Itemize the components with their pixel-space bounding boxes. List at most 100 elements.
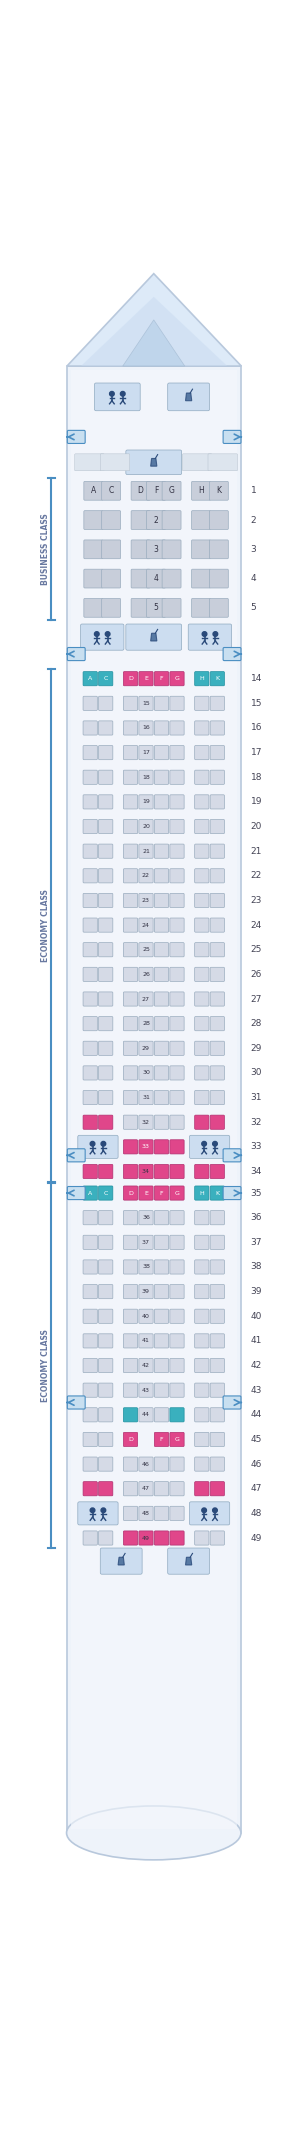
FancyBboxPatch shape <box>139 1482 153 1495</box>
FancyBboxPatch shape <box>139 695 153 710</box>
FancyBboxPatch shape <box>99 1531 113 1544</box>
Circle shape <box>90 1141 95 1145</box>
FancyBboxPatch shape <box>154 1310 169 1322</box>
Text: 39: 39 <box>142 1288 150 1295</box>
FancyBboxPatch shape <box>139 992 153 1007</box>
Text: 30: 30 <box>142 1071 150 1075</box>
FancyBboxPatch shape <box>139 1382 153 1397</box>
FancyBboxPatch shape <box>102 540 121 559</box>
FancyBboxPatch shape <box>192 599 211 616</box>
FancyBboxPatch shape <box>189 1135 230 1158</box>
FancyBboxPatch shape <box>154 695 169 710</box>
FancyBboxPatch shape <box>139 1139 153 1154</box>
Text: 43: 43 <box>250 1386 262 1395</box>
FancyBboxPatch shape <box>210 1531 224 1544</box>
Text: 3: 3 <box>250 544 256 555</box>
Text: E: E <box>144 676 148 680</box>
FancyBboxPatch shape <box>126 450 182 476</box>
FancyBboxPatch shape <box>83 1041 97 1056</box>
Circle shape <box>213 1508 217 1512</box>
FancyBboxPatch shape <box>83 894 97 907</box>
FancyBboxPatch shape <box>162 510 181 529</box>
Text: 40: 40 <box>250 1312 262 1320</box>
Text: 16: 16 <box>142 725 150 729</box>
FancyBboxPatch shape <box>223 1395 241 1410</box>
FancyBboxPatch shape <box>195 1284 209 1299</box>
FancyBboxPatch shape <box>139 1531 153 1544</box>
FancyBboxPatch shape <box>99 966 113 981</box>
FancyBboxPatch shape <box>99 1235 113 1250</box>
FancyBboxPatch shape <box>154 1433 169 1446</box>
Text: 44: 44 <box>250 1410 262 1418</box>
FancyBboxPatch shape <box>131 540 150 559</box>
FancyBboxPatch shape <box>195 1433 209 1446</box>
FancyBboxPatch shape <box>71 369 238 1830</box>
FancyBboxPatch shape <box>210 747 224 759</box>
Text: K: K <box>215 676 219 680</box>
FancyBboxPatch shape <box>83 721 97 736</box>
FancyBboxPatch shape <box>170 1333 184 1348</box>
FancyBboxPatch shape <box>154 1041 169 1056</box>
FancyBboxPatch shape <box>123 917 138 932</box>
FancyBboxPatch shape <box>170 1382 184 1397</box>
Text: 42: 42 <box>250 1361 262 1369</box>
FancyBboxPatch shape <box>139 721 153 736</box>
Text: BUSINESS CLASS: BUSINESS CLASS <box>41 514 50 584</box>
Polygon shape <box>118 1557 124 1566</box>
Text: 25: 25 <box>250 945 262 953</box>
FancyBboxPatch shape <box>123 1139 138 1154</box>
Text: F: F <box>160 676 163 680</box>
FancyBboxPatch shape <box>83 819 97 834</box>
Circle shape <box>202 1141 206 1145</box>
FancyBboxPatch shape <box>195 770 209 785</box>
Text: 28: 28 <box>142 1022 150 1026</box>
FancyBboxPatch shape <box>83 1261 97 1273</box>
FancyBboxPatch shape <box>99 1408 113 1423</box>
Text: 2: 2 <box>154 516 158 525</box>
FancyBboxPatch shape <box>139 894 153 907</box>
Text: G: G <box>169 486 175 495</box>
Text: 49: 49 <box>250 1534 262 1542</box>
FancyBboxPatch shape <box>139 1116 153 1128</box>
FancyBboxPatch shape <box>100 1549 142 1574</box>
Text: 25: 25 <box>142 947 150 951</box>
FancyBboxPatch shape <box>195 796 209 808</box>
FancyBboxPatch shape <box>154 819 169 834</box>
FancyBboxPatch shape <box>195 695 209 710</box>
FancyBboxPatch shape <box>99 1165 113 1180</box>
FancyBboxPatch shape <box>99 1261 113 1273</box>
FancyBboxPatch shape <box>99 1017 113 1030</box>
FancyBboxPatch shape <box>123 721 138 736</box>
Text: 36: 36 <box>142 1216 150 1220</box>
FancyBboxPatch shape <box>99 1090 113 1105</box>
Text: 24: 24 <box>142 924 150 928</box>
FancyBboxPatch shape <box>83 1482 97 1495</box>
FancyBboxPatch shape <box>99 868 113 883</box>
FancyBboxPatch shape <box>170 796 184 808</box>
Polygon shape <box>151 459 157 467</box>
Text: 47: 47 <box>250 1485 262 1493</box>
FancyBboxPatch shape <box>99 1212 113 1224</box>
FancyBboxPatch shape <box>84 599 103 616</box>
FancyBboxPatch shape <box>123 1041 138 1056</box>
FancyBboxPatch shape <box>131 570 150 589</box>
FancyBboxPatch shape <box>123 992 138 1007</box>
FancyBboxPatch shape <box>195 1212 209 1224</box>
FancyBboxPatch shape <box>170 917 184 932</box>
Text: 18: 18 <box>250 772 262 783</box>
FancyBboxPatch shape <box>210 1116 224 1128</box>
FancyBboxPatch shape <box>123 894 138 907</box>
Text: 32: 32 <box>250 1118 262 1126</box>
FancyBboxPatch shape <box>168 1549 210 1574</box>
FancyBboxPatch shape <box>170 966 184 981</box>
FancyBboxPatch shape <box>139 966 153 981</box>
Text: K: K <box>215 1190 219 1197</box>
FancyBboxPatch shape <box>131 599 150 616</box>
Text: G: G <box>175 676 179 680</box>
FancyBboxPatch shape <box>210 1310 224 1322</box>
Text: A: A <box>88 676 92 680</box>
FancyBboxPatch shape <box>195 1066 209 1079</box>
FancyBboxPatch shape <box>102 599 121 616</box>
FancyBboxPatch shape <box>170 1165 184 1180</box>
FancyBboxPatch shape <box>195 894 209 907</box>
